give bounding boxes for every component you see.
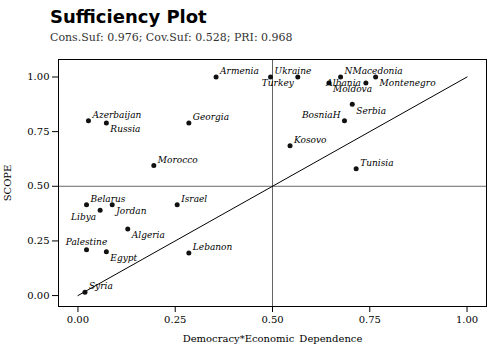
svg-text:Algeria: Algeria [131, 230, 165, 240]
svg-text:SCOPE: SCOPE [2, 165, 13, 202]
svg-text:Morocco: Morocco [157, 155, 198, 165]
svg-text:Lebanon: Lebanon [192, 242, 233, 252]
svg-text:0.00: 0.00 [67, 314, 89, 325]
svg-text:Azerbaijan: Azerbaijan [91, 110, 141, 120]
svg-text:Serbia: Serbia [356, 106, 386, 116]
html-text:Sufficiency Plot: Sufficiency Plot [50, 6, 207, 27]
svg-text:0.75: 0.75 [27, 126, 49, 137]
svg-text:Libya: Libya [70, 212, 96, 222]
svg-text:0.00: 0.00 [27, 290, 49, 301]
svg-text:0.25: 0.25 [164, 314, 186, 325]
svg-text:NMacedonia: NMacedonia [344, 66, 403, 76]
svg-text:1.00: 1.00 [456, 314, 478, 325]
svg-text:Belarus: Belarus [90, 194, 126, 204]
svg-text:Syria: Syria [89, 281, 113, 291]
svg-text:Tunisia: Tunisia [360, 158, 393, 168]
html-text:Cons.Suf: 0.976; Cov.Suf: 0.52: Cons.Suf: 0.976; Cov.Suf: 0.528; PRI: 0.… [50, 31, 293, 44]
svg-text:0.25: 0.25 [27, 235, 49, 246]
svg-text:0.75: 0.75 [359, 314, 381, 325]
svg-text:Ukraine: Ukraine [275, 66, 312, 76]
svg-text:0.50: 0.50 [27, 180, 49, 191]
svg-text:Israel: Israel [180, 194, 207, 204]
svg-text:Democracy*Economic_Dependence: Democracy*Economic_Dependence [183, 333, 363, 345]
svg-text:Jordan: Jordan [114, 206, 146, 216]
svg-text:Armenia: Armenia [219, 66, 259, 76]
svg-text:0.50: 0.50 [261, 314, 283, 325]
svg-text:Montenegro: Montenegro [379, 78, 437, 88]
svg-text:Georgia: Georgia [193, 112, 229, 122]
svg-text:1.00: 1.00 [27, 71, 49, 82]
svg-text:Albania: Albania [325, 78, 361, 88]
svg-text:Palestine: Palestine [65, 237, 107, 247]
svg-text:Kosovo: Kosovo [293, 135, 327, 145]
svg-text:BosniaH: BosniaH [301, 110, 341, 120]
svg-text:Moldova: Moldova [332, 84, 373, 95]
svg-text:Russia: Russia [109, 124, 140, 134]
svg-text:Turkey: Turkey [262, 78, 295, 88]
svg-text:Egypt: Egypt [109, 253, 137, 263]
